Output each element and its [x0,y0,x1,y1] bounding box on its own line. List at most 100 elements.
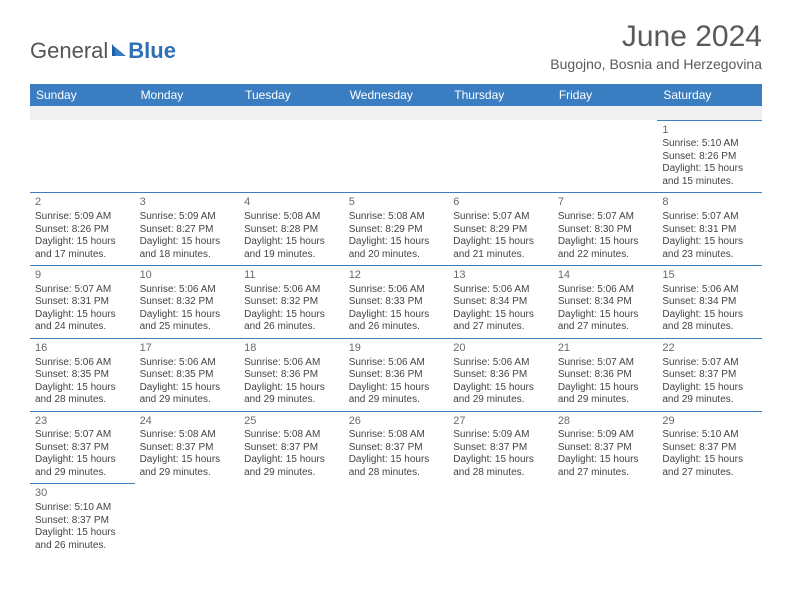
day-number: 5 [349,196,444,210]
sunrise-text: Sunrise: 5:07 AM [662,211,757,224]
calendar-day: 20Sunrise: 5:06 AMSunset: 8:36 PMDayligh… [448,338,553,411]
calendar-day-empty [553,484,658,556]
brand-part2: Blue [128,38,176,64]
sunrise-text: Sunrise: 5:06 AM [453,357,548,370]
sunset-text: Sunset: 8:28 PM [244,224,339,237]
sunrise-text: Sunrise: 5:08 AM [349,211,444,224]
calendar-day-empty [344,120,449,193]
sunset-text: Sunset: 8:36 PM [453,369,548,382]
sunrise-text: Sunrise: 5:10 AM [662,429,757,442]
calendar-day-empty [239,120,344,193]
sunset-text: Sunset: 8:31 PM [662,224,757,237]
sunrise-text: Sunrise: 5:06 AM [244,284,339,297]
daylight-text: Daylight: 15 hours and 29 minutes. [244,382,339,407]
day-number: 9 [35,269,130,283]
sunrise-text: Sunrise: 5:07 AM [35,284,130,297]
calendar-day: 24Sunrise: 5:08 AMSunset: 8:37 PMDayligh… [135,411,240,484]
daylight-text: Daylight: 15 hours and 22 minutes. [558,236,653,261]
calendar-day: 16Sunrise: 5:06 AMSunset: 8:35 PMDayligh… [30,338,135,411]
sunset-text: Sunset: 8:30 PM [558,224,653,237]
calendar-day-empty [135,484,240,556]
sunset-text: Sunset: 8:37 PM [244,442,339,455]
sunset-text: Sunset: 8:36 PM [558,369,653,382]
day-header: Wednesday [344,84,449,106]
sunrise-text: Sunrise: 5:10 AM [35,502,130,515]
sunrise-text: Sunrise: 5:09 AM [453,429,548,442]
sunrise-text: Sunrise: 5:09 AM [35,211,130,224]
daylight-text: Daylight: 15 hours and 29 minutes. [453,382,548,407]
calendar-day: 18Sunrise: 5:06 AMSunset: 8:36 PMDayligh… [239,338,344,411]
calendar-day-empty [448,484,553,556]
day-number: 23 [35,415,130,429]
daylight-text: Daylight: 15 hours and 26 minutes. [349,309,444,334]
daylight-text: Daylight: 15 hours and 28 minutes. [662,309,757,334]
day-header: Saturday [657,84,762,106]
day-number: 13 [453,269,548,283]
sunrise-text: Sunrise: 5:07 AM [35,429,130,442]
calendar-page: General Blue June 2024 Bugojno, Bosnia a… [0,0,792,566]
daylight-text: Daylight: 15 hours and 26 minutes. [35,527,130,552]
day-number: 7 [558,196,653,210]
brand-part1: General [30,38,108,64]
calendar-day: 2Sunrise: 5:09 AMSunset: 8:26 PMDaylight… [30,193,135,266]
daylight-text: Daylight: 15 hours and 26 minutes. [244,309,339,334]
calendar-header-row: SundayMondayTuesdayWednesdayThursdayFrid… [30,84,762,106]
page-title: June 2024 [550,20,762,54]
sunset-text: Sunset: 8:37 PM [35,442,130,455]
calendar-day: 12Sunrise: 5:06 AMSunset: 8:33 PMDayligh… [344,266,449,339]
sunrise-text: Sunrise: 5:10 AM [662,138,757,151]
sunset-text: Sunset: 8:34 PM [662,296,757,309]
day-number: 21 [558,342,653,356]
sunset-text: Sunset: 8:33 PM [349,296,444,309]
calendar-day: 6Sunrise: 5:07 AMSunset: 8:29 PMDaylight… [448,193,553,266]
sunset-text: Sunset: 8:37 PM [558,442,653,455]
sunrise-text: Sunrise: 5:06 AM [349,284,444,297]
daylight-text: Daylight: 15 hours and 21 minutes. [453,236,548,261]
sunset-text: Sunset: 8:32 PM [244,296,339,309]
calendar-day: 17Sunrise: 5:06 AMSunset: 8:35 PMDayligh… [135,338,240,411]
day-number: 30 [35,487,130,501]
day-header: Sunday [30,84,135,106]
sunset-text: Sunset: 8:31 PM [35,296,130,309]
sunset-text: Sunset: 8:26 PM [35,224,130,237]
calendar-day: 21Sunrise: 5:07 AMSunset: 8:36 PMDayligh… [553,338,658,411]
sunset-text: Sunset: 8:36 PM [244,369,339,382]
daylight-text: Daylight: 15 hours and 29 minutes. [140,454,235,479]
calendar-day: 23Sunrise: 5:07 AMSunset: 8:37 PMDayligh… [30,411,135,484]
daylight-text: Daylight: 15 hours and 29 minutes. [558,382,653,407]
daylight-text: Daylight: 15 hours and 23 minutes. [662,236,757,261]
calendar-day-empty [344,484,449,556]
daylight-text: Daylight: 15 hours and 28 minutes. [453,454,548,479]
calendar-week: 23Sunrise: 5:07 AMSunset: 8:37 PMDayligh… [30,411,762,484]
sunrise-text: Sunrise: 5:06 AM [244,357,339,370]
brand-logo: General Blue [30,20,176,64]
calendar-day: 30Sunrise: 5:10 AMSunset: 8:37 PMDayligh… [30,484,135,556]
day-number: 29 [662,415,757,429]
day-number: 14 [558,269,653,283]
sunrise-text: Sunrise: 5:06 AM [453,284,548,297]
calendar-day: 27Sunrise: 5:09 AMSunset: 8:37 PMDayligh… [448,411,553,484]
daylight-text: Daylight: 15 hours and 29 minutes. [662,382,757,407]
calendar-day: 4Sunrise: 5:08 AMSunset: 8:28 PMDaylight… [239,193,344,266]
day-number: 25 [244,415,339,429]
day-number: 8 [662,196,757,210]
calendar-day: 1Sunrise: 5:10 AMSunset: 8:26 PMDaylight… [657,120,762,193]
daylight-text: Daylight: 15 hours and 25 minutes. [140,309,235,334]
calendar-day-empty [553,120,658,193]
sunset-text: Sunset: 8:29 PM [453,224,548,237]
day-number: 2 [35,196,130,210]
sunset-text: Sunset: 8:32 PM [140,296,235,309]
day-number: 26 [349,415,444,429]
daylight-text: Daylight: 15 hours and 27 minutes. [453,309,548,334]
sunrise-text: Sunrise: 5:07 AM [558,211,653,224]
sunset-text: Sunset: 8:35 PM [140,369,235,382]
calendar-day: 25Sunrise: 5:08 AMSunset: 8:37 PMDayligh… [239,411,344,484]
calendar-day: 15Sunrise: 5:06 AMSunset: 8:34 PMDayligh… [657,266,762,339]
day-number: 18 [244,342,339,356]
sunrise-text: Sunrise: 5:06 AM [349,357,444,370]
day-number: 1 [662,124,757,138]
sunrise-text: Sunrise: 5:08 AM [244,429,339,442]
daylight-text: Daylight: 15 hours and 17 minutes. [35,236,130,261]
page-header: General Blue June 2024 Bugojno, Bosnia a… [30,20,762,72]
calendar-day-empty [135,120,240,193]
